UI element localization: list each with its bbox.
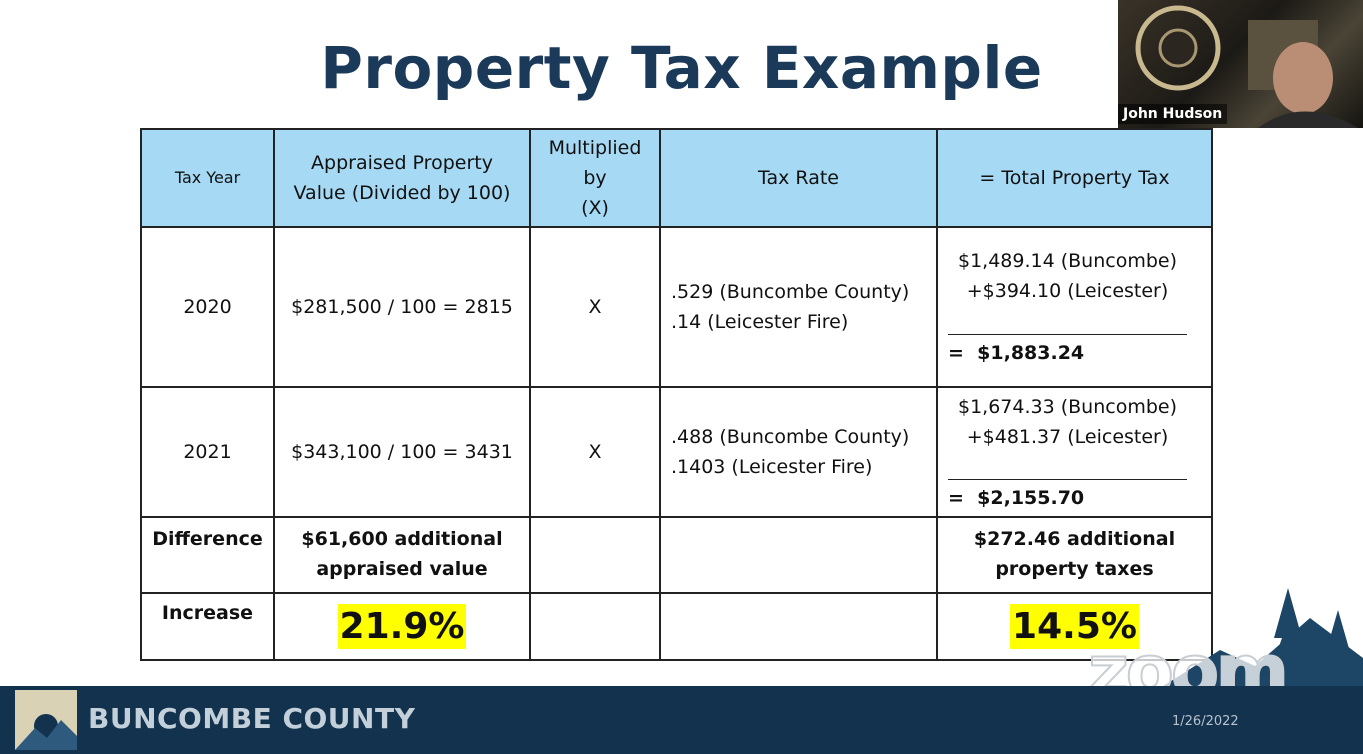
total-text: $1,674.33 (Buncombe) [957,396,1177,418]
empty-cell [659,592,938,661]
header-text: = Total Property Tax [979,167,1170,189]
empty-cell [659,516,938,594]
increase-cell: 14.5% [936,592,1213,661]
header-cell: Tax Year [140,128,275,228]
increase-row: Increase 21.9% 14.5% [140,592,1213,661]
difference-cell: $61,600 additional appraised value [273,516,531,594]
window-arch [1135,5,1221,91]
rate-text: .488 (Buncombe County) [671,426,910,448]
difference-row: Difference $61,600 additional appraised v… [140,516,1213,594]
footer-bar: BUNCOMBE COUNTY 1/26/2022 [0,686,1363,754]
increase-cell: 21.9% [273,592,531,661]
header-cell: Tax Rate [659,128,938,228]
multiplier-cell: X [529,386,661,518]
empty-cell [529,516,661,594]
rate-text: .14 (Leicester Fire) [671,311,849,333]
year-cell: 2021 [140,386,275,518]
difference-text: property taxes [995,558,1154,580]
empty-cell [529,592,661,661]
total-cell: $1,674.33 (Buncombe) +$481.37 (Leicester)… [936,386,1213,518]
total-text: +$394.10 (Leicester) [966,280,1169,302]
sum-rule [948,479,1187,480]
mountains [1160,618,1363,688]
rate-cell: .488 (Buncombe County) .1403 (Leicester F… [659,386,938,518]
difference-text: $272.46 additional [973,528,1176,550]
header-cell: Appraised Property Value (Divided by 100) [273,128,531,228]
person-face [1273,42,1333,114]
webcam-scene [1135,5,1358,128]
multiplier-cell: X [529,226,661,388]
header-text: (X) [581,197,609,219]
header-cell: Multiplied by (X) [529,128,661,228]
sum-value: $2,155.70 [977,487,1085,509]
rate-text: .1403 (Leicester Fire) [671,456,873,478]
sum-line: = $1,883.24 [948,338,1084,368]
difference-text: $61,600 additional [301,528,503,550]
slide-date: 1/26/2022 [1172,714,1239,729]
sum-rule [948,334,1187,335]
logo-mountains [15,720,77,750]
difference-cell: $272.46 additional property taxes [936,516,1213,594]
equals-sign: = [948,342,964,364]
header-text: Tax Rate [758,167,839,189]
difference-text: appraised value [316,558,488,580]
appraisal-cell: $343,100 / 100 = 3431 [273,386,531,518]
highlighted-percent: 14.5% [1010,603,1139,649]
data-row: 2021 $343,100 / 100 = 3431 X .488 (Bunco… [140,386,1213,518]
header-row: Tax Year Appraised Property Value (Divide… [140,128,1213,228]
total-lines: $1,489.14 (Buncombe) +$394.10 (Leicester) [948,246,1187,306]
header-text: Multiplied [548,137,642,159]
pine-tree [1268,588,1308,678]
header-text: Appraised Property [311,152,493,174]
slide-title: Property Tax Example [320,34,1043,102]
row-label: Difference [140,516,275,594]
sum-value: $1,883.24 [977,342,1085,364]
data-row: 2020 $281,500 / 100 = 2815 X .529 (Bunco… [140,226,1213,388]
total-lines: $1,674.33 (Buncombe) +$481.37 (Leicester) [948,392,1187,452]
header-text: Tax Year [174,168,241,187]
highlighted-percent: 21.9% [337,603,467,649]
participant-name: John Hudson [1118,104,1228,124]
mountain-logo [1160,588,1363,688]
equals-sign: = [948,487,964,509]
sum-line: = $2,155.70 [948,483,1084,513]
rate-cell: .529 (Buncombe County) .14 (Leicester Fir… [659,226,938,388]
row-label: Increase [140,592,275,661]
total-cell: $1,489.14 (Buncombe) +$394.10 (Leicester)… [936,226,1213,388]
organization-name: BUNCOMBE COUNTY [88,702,416,735]
person-shoulders [1258,111,1358,128]
appraisal-cell: $281,500 / 100 = 2815 [273,226,531,388]
header-cell: = Total Property Tax [936,128,1213,228]
county-logo [15,690,77,750]
rate-text: .529 (Buncombe County) [671,281,910,303]
year-cell: 2020 [140,226,275,388]
total-text: +$481.37 (Leicester) [966,426,1169,448]
header-text: by [583,167,607,189]
webcam-tile: John Hudson [1118,0,1363,128]
window-hub [1158,28,1198,68]
header-text: Value (Divided by 100) [293,182,511,204]
tax-table: Tax Year Appraised Property Value (Divide… [140,128,1213,661]
total-text: $1,489.14 (Buncombe) [957,250,1177,272]
pine-tree [1326,610,1350,652]
